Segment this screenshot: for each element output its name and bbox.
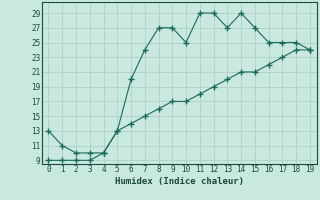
X-axis label: Humidex (Indice chaleur): Humidex (Indice chaleur) — [115, 177, 244, 186]
